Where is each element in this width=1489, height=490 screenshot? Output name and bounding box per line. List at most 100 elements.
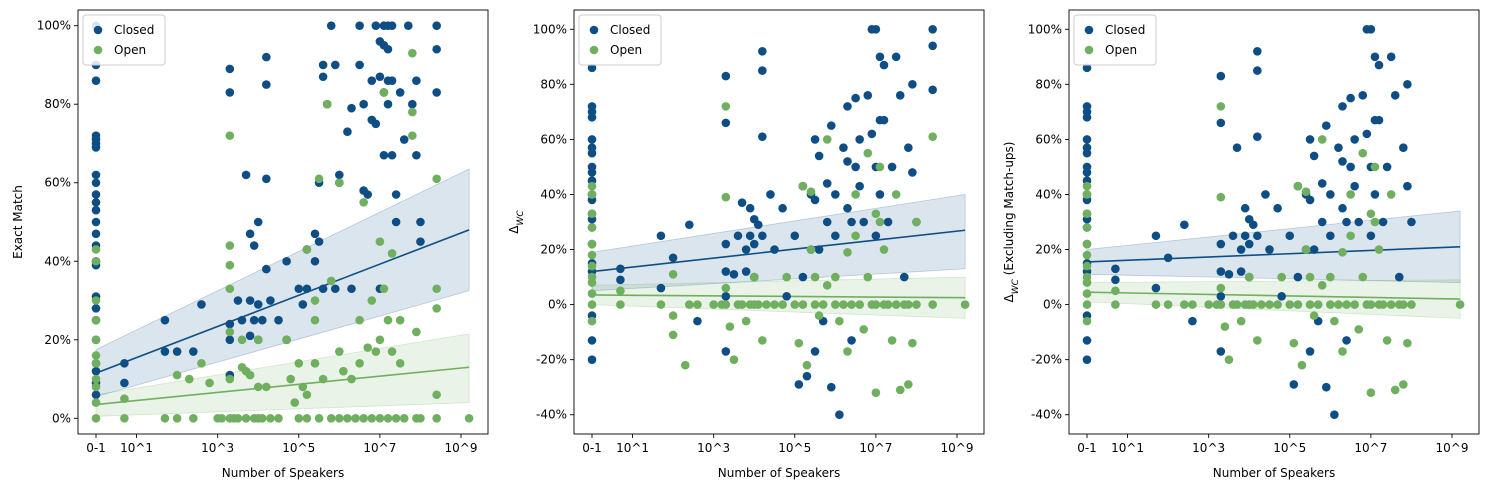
data-point-open	[225, 260, 235, 270]
data-point-open	[1370, 217, 1380, 227]
data-point-open	[387, 249, 397, 258]
data-point-open	[1082, 316, 1092, 326]
data-point-open	[294, 359, 304, 368]
data-point-closed	[1232, 143, 1242, 152]
data-point-closed	[1253, 132, 1262, 141]
data-point-closed	[257, 315, 267, 325]
data-point-open	[721, 283, 731, 293]
y-tick-label: 20%	[44, 333, 71, 347]
data-point-closed	[1261, 190, 1270, 199]
data-point-open	[375, 413, 385, 423]
data-point-open	[737, 300, 747, 309]
data-point-open	[225, 327, 235, 337]
data-point-open	[432, 390, 441, 400]
data-point-open	[1378, 300, 1388, 309]
data-point-closed	[1277, 292, 1286, 301]
data-point-closed	[1236, 245, 1246, 254]
data-point-closed	[408, 99, 417, 109]
data-point-closed	[1403, 181, 1412, 191]
data-point-open	[806, 187, 816, 197]
data-point-open	[818, 300, 828, 309]
data-point-open	[1277, 272, 1286, 282]
data-point-closed	[1240, 203, 1250, 213]
data-point-closed	[343, 127, 352, 137]
data-point-open	[302, 390, 312, 400]
data-point-open	[432, 174, 441, 184]
data-point-open	[871, 300, 881, 309]
data-point-closed	[1253, 66, 1262, 75]
data-point-closed	[1273, 203, 1282, 213]
data-point-closed	[245, 331, 255, 341]
data-point-open	[298, 382, 308, 392]
x-tick-label: 10^3	[201, 441, 234, 455]
data-point-closed	[814, 151, 824, 161]
data-point-closed	[895, 91, 905, 100]
data-point-closed	[1321, 382, 1331, 392]
data-point-open	[1407, 300, 1416, 309]
data-point-closed	[1305, 347, 1315, 356]
data-point-open	[778, 300, 787, 309]
data-point-closed	[810, 135, 820, 144]
data-point-open	[587, 209, 597, 219]
data-point-open	[1366, 388, 1376, 398]
data-point-open	[408, 48, 417, 58]
data-point-open	[587, 316, 597, 326]
data-point-closed	[391, 217, 401, 227]
data-point-closed	[810, 347, 820, 356]
data-point-closed	[160, 347, 170, 356]
data-point-closed	[1358, 91, 1368, 100]
data-point-open	[1313, 300, 1323, 309]
data-point-closed	[120, 378, 129, 388]
data-point-closed	[274, 315, 283, 325]
data-point-open	[847, 300, 856, 309]
data-point-closed	[335, 170, 344, 180]
data-point-closed	[1366, 24, 1376, 34]
data-point-closed	[416, 217, 425, 227]
fit-line-open	[591, 294, 966, 299]
data-point-closed	[318, 284, 328, 294]
data-point-closed	[587, 113, 597, 122]
data-point-open	[318, 374, 328, 384]
data-point-open	[172, 370, 182, 380]
data-point-open	[843, 347, 852, 356]
data-point-closed	[1317, 179, 1327, 188]
legend-marker-open	[589, 45, 599, 55]
data-point-closed	[249, 315, 259, 325]
data-point-closed	[1342, 217, 1351, 227]
data-point-open	[928, 300, 937, 309]
data-point-open	[762, 300, 771, 309]
legend: Closed Open	[578, 14, 662, 66]
data-point-closed	[826, 382, 836, 392]
data-point-closed	[798, 272, 808, 282]
data-point-open	[1111, 300, 1120, 309]
data-point-closed	[262, 52, 271, 62]
data-point-open	[120, 413, 129, 423]
data-point-open	[408, 107, 417, 117]
data-point-open	[1224, 355, 1234, 364]
data-point-closed	[330, 60, 340, 70]
x-tick-label: 10^3	[1192, 441, 1225, 455]
data-point-closed	[1236, 267, 1246, 276]
data-point-open	[1216, 102, 1226, 111]
data-point-closed	[1350, 181, 1359, 191]
data-point-open	[359, 198, 368, 207]
data-point-open	[432, 413, 441, 423]
data-point-open	[794, 338, 804, 348]
data-point-closed	[875, 52, 885, 62]
data-point-open	[891, 190, 901, 199]
data-point-open	[91, 256, 101, 266]
y-axis-title: ΔWC	[507, 210, 526, 234]
data-point-closed	[770, 245, 779, 254]
y-tick-label: 0%	[548, 298, 567, 312]
data-point-open	[904, 300, 913, 309]
data-point-open	[408, 131, 417, 140]
legend: Closed Open	[82, 14, 166, 66]
data-point-closed	[302, 284, 312, 294]
y-tick-label: 60%	[44, 176, 71, 190]
data-point-closed	[616, 275, 625, 285]
data-point-open	[1390, 385, 1400, 395]
legend-label-closed: Closed	[114, 23, 154, 37]
data-point-closed	[412, 150, 421, 160]
data-point-open	[1265, 300, 1274, 309]
data-point-closed	[262, 264, 271, 274]
